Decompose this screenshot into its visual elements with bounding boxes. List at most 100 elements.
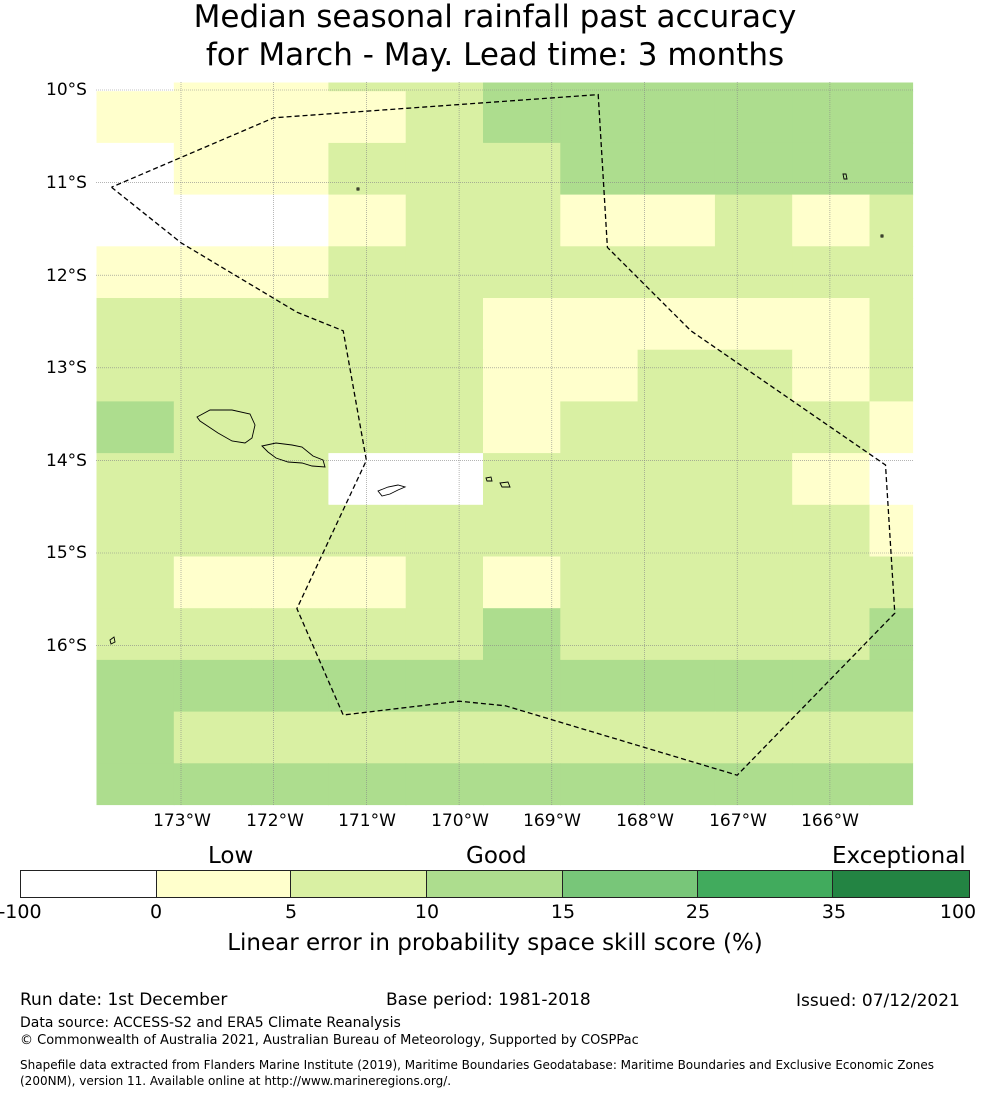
skill-cell <box>173 298 252 351</box>
skill-cell <box>173 763 252 806</box>
skill-cell <box>714 349 793 402</box>
lat-label-16s: 16°S <box>46 636 87 656</box>
skill-cell <box>251 659 329 713</box>
tokelau-atoll <box>842 173 848 180</box>
skill-cell <box>251 763 329 806</box>
skill-cell <box>560 763 639 806</box>
skill-cell <box>714 82 793 92</box>
savaii-island <box>196 409 256 444</box>
skill-cell <box>869 453 914 506</box>
skill-cell <box>792 194 871 247</box>
skill-cell <box>792 349 871 402</box>
skill-cell <box>405 401 484 454</box>
skill-cell <box>173 142 252 196</box>
skill-cell <box>637 401 716 454</box>
colorbar-segment-6 <box>697 871 834 897</box>
skill-cell <box>637 91 716 144</box>
skill-cell <box>405 711 484 764</box>
skill-cell <box>560 91 639 144</box>
skill-cell <box>173 349 252 402</box>
skill-cell <box>714 194 793 247</box>
skill-cell <box>637 763 716 806</box>
skill-cell <box>173 82 252 92</box>
skill-cell <box>869 711 914 764</box>
skill-cell <box>637 608 716 661</box>
skill-cell <box>560 608 639 661</box>
skill-cell <box>405 298 484 351</box>
skill-cell <box>173 556 252 609</box>
skill-cell <box>714 453 793 506</box>
skill-cell <box>173 453 252 506</box>
skill-cell <box>869 659 914 713</box>
skill-cell <box>714 556 793 609</box>
skill-cell <box>637 82 716 92</box>
skill-cell <box>328 711 407 764</box>
skill-cell <box>405 608 484 661</box>
skill-cell <box>328 401 407 454</box>
skill-cell <box>251 194 329 247</box>
skill-cell <box>637 504 716 558</box>
skill-cell <box>328 82 407 92</box>
skill-cell <box>405 91 484 144</box>
colorbar-tick: -100 <box>0 901 42 923</box>
skill-cell <box>714 91 793 144</box>
tokelau-islet <box>880 234 884 238</box>
colorbar-tick: 100 <box>939 901 977 923</box>
colorbar-segment-3 <box>291 871 428 897</box>
skill-cell <box>173 194 252 247</box>
skill-cell <box>792 453 871 506</box>
skill-cell <box>96 763 175 806</box>
category-low: Low <box>208 843 254 869</box>
skill-cell <box>328 349 407 402</box>
category-exceptional: Exceptional <box>832 843 966 869</box>
skill-cell <box>714 246 793 299</box>
skill-cell <box>714 142 793 196</box>
skill-cell <box>173 711 252 764</box>
skill-cell <box>96 556 175 609</box>
skill-cell <box>405 142 484 196</box>
skill-cell <box>251 142 329 196</box>
category-good: Good <box>466 843 527 869</box>
lat-label-14s: 14°S <box>46 451 87 471</box>
lat-label-12s: 12°S <box>46 266 87 286</box>
skill-cell <box>96 453 175 506</box>
skill-cell <box>483 608 561 661</box>
skill-cell <box>792 608 871 661</box>
skill-cell <box>251 82 329 92</box>
colorbar-tick: 10 <box>414 901 440 923</box>
skill-cell <box>792 711 871 764</box>
lon-label-173w: 173°W <box>153 811 211 831</box>
skill-cell <box>173 91 252 144</box>
skill-cell <box>251 349 329 402</box>
skill-cell <box>560 142 639 196</box>
skill-cell <box>714 401 793 454</box>
chart-title-line-2: for March - May. Lead time: 3 months <box>205 37 785 73</box>
data-source: Data source: ACCESS-S2 and ERA5 Climate … <box>20 1015 401 1031</box>
graticule <box>96 82 913 805</box>
ofu-island <box>485 476 493 482</box>
skill-cell <box>869 349 914 402</box>
skill-cell <box>869 763 914 806</box>
skill-cell <box>328 453 407 506</box>
skill-cell <box>792 556 871 609</box>
skill-cell <box>792 91 871 144</box>
colorbar-title: Linear error in probability space skill … <box>227 930 763 956</box>
skill-cell <box>173 504 252 558</box>
skill-cell <box>560 659 639 713</box>
skill-cell <box>173 659 252 713</box>
skill-cell <box>714 711 793 764</box>
lon-label-172w: 172°W <box>246 811 304 831</box>
skill-cell <box>483 82 561 92</box>
island-outlines <box>109 173 884 645</box>
skill-cell <box>560 349 639 402</box>
skill-cell <box>483 763 561 806</box>
lon-label-171w: 171°W <box>338 811 396 831</box>
skill-cell <box>328 504 407 558</box>
skill-cell <box>792 659 871 713</box>
colorbar-tick: 25 <box>685 901 711 923</box>
skill-cell <box>328 142 407 196</box>
tutuila-island <box>377 484 407 497</box>
tau-island <box>499 481 511 488</box>
lon-label-169w: 169°W <box>523 811 581 831</box>
skill-cell <box>560 82 639 92</box>
